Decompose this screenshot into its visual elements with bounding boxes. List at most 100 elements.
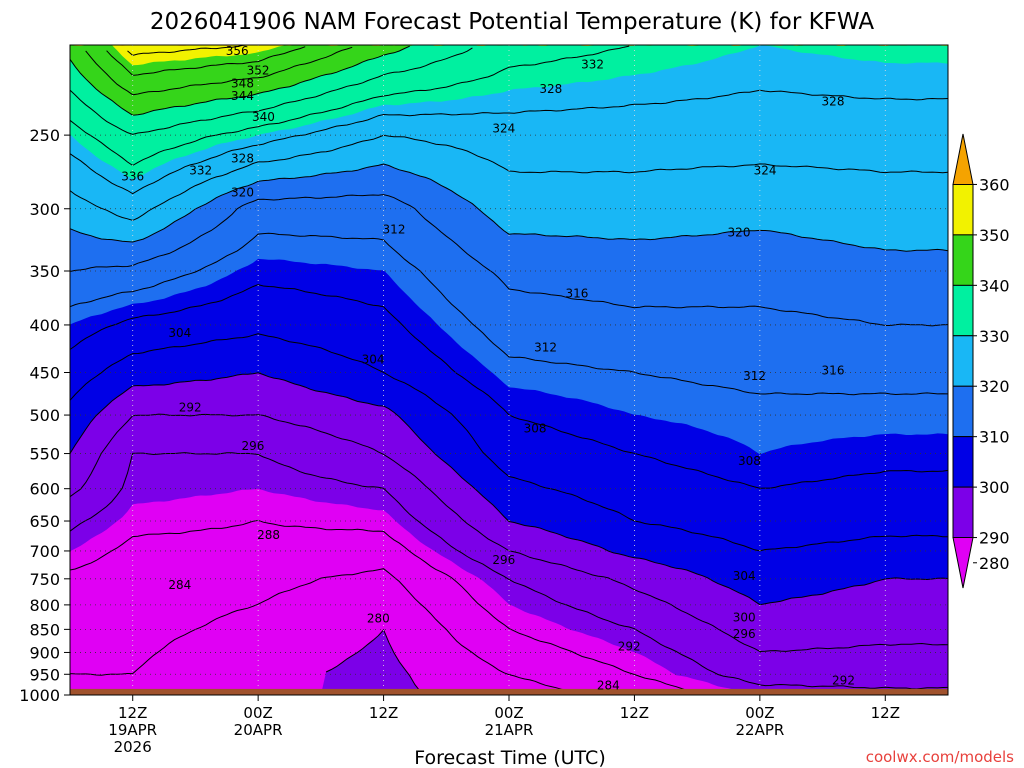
pressure-tick-label: 700 bbox=[29, 542, 60, 561]
contour-label: 296 bbox=[492, 553, 515, 567]
contour-label: 332 bbox=[189, 164, 212, 178]
terrain-below-ground bbox=[70, 688, 948, 695]
contour-label: 308 bbox=[524, 422, 547, 436]
x-axis-label: Forecast Time (UTC) bbox=[414, 747, 605, 768]
contour-280 bbox=[325, 628, 421, 692]
contour-label: 316 bbox=[565, 287, 588, 301]
colorbar-swatch-290 bbox=[952, 486, 974, 539]
contour-label: 312 bbox=[383, 223, 406, 237]
colorbar-label: 280 bbox=[979, 554, 1010, 573]
colorbar-label: 320 bbox=[979, 377, 1010, 396]
colorbar-swatch-360 bbox=[952, 133, 974, 185]
contour-300 bbox=[69, 372, 949, 606]
contour-label: 336 bbox=[121, 170, 144, 184]
colorbar-swatch-350 bbox=[952, 183, 974, 236]
colorbar-label: 360 bbox=[979, 175, 1010, 194]
pressure-tick-label: 900 bbox=[29, 643, 60, 662]
contour-label: 308 bbox=[738, 454, 761, 468]
contour-316 bbox=[69, 194, 949, 327]
contour-label: 280 bbox=[367, 611, 390, 625]
colorbar-swatch-300 bbox=[952, 436, 974, 488]
colorbar-swatch-330 bbox=[952, 284, 974, 337]
colorbar-swatch-340 bbox=[952, 234, 974, 286]
contour-label: 292 bbox=[179, 401, 202, 415]
contour-label: 352 bbox=[247, 63, 270, 77]
time-tick-label: 12Z bbox=[871, 704, 900, 722]
contour-label: 328 bbox=[539, 82, 562, 96]
colorbar-label: 300 bbox=[979, 478, 1010, 497]
contour-label: 312 bbox=[534, 341, 557, 355]
pressure-tick-label: 950 bbox=[29, 665, 60, 684]
contour-label: 304 bbox=[733, 569, 756, 583]
contour-label: 296 bbox=[241, 439, 264, 453]
contour-308 bbox=[69, 284, 949, 489]
theta-band-340 bbox=[70, 45, 948, 116]
pressure-tick-label: 550 bbox=[29, 445, 60, 464]
contour-label: 324 bbox=[492, 122, 515, 136]
time-tick-label: 00Z bbox=[243, 704, 272, 722]
contour-336 bbox=[69, 47, 473, 135]
contour-label: 284 bbox=[597, 679, 620, 693]
pressure-tick-label: 250 bbox=[29, 126, 60, 145]
contour-label: 288 bbox=[257, 528, 280, 542]
time-tick-label: 00Z bbox=[494, 704, 523, 722]
contour-label: 320 bbox=[231, 185, 254, 199]
contour-label: 328 bbox=[231, 152, 254, 166]
time-tick-label: 22APR bbox=[735, 721, 784, 739]
colorbar-label: 330 bbox=[979, 327, 1010, 346]
time-tick-label: 20APR bbox=[234, 721, 283, 739]
pressure-tick-label: 500 bbox=[29, 406, 60, 425]
colorbar-swatch-320 bbox=[952, 335, 974, 387]
chart-title: 2026041906 NAM Forecast Potential Temper… bbox=[150, 9, 875, 35]
time-tick-label: 12Z bbox=[118, 704, 147, 722]
colorbar-label: 290 bbox=[979, 529, 1010, 548]
contour-label: 304 bbox=[168, 326, 191, 340]
pressure-tick-label: 450 bbox=[29, 364, 60, 383]
contour-label: 320 bbox=[728, 225, 751, 239]
pressure-tick-label: 650 bbox=[29, 512, 60, 531]
colorbar-swatch-280 bbox=[952, 537, 974, 589]
contour-304 bbox=[69, 333, 949, 552]
contour-label: 300 bbox=[733, 610, 756, 624]
colorbar-label: 340 bbox=[979, 276, 1010, 295]
contour-348 bbox=[106, 46, 306, 76]
pressure-tick-label: 600 bbox=[29, 480, 60, 499]
theta-band-350 bbox=[70, 45, 948, 66]
contour-label: 328 bbox=[822, 94, 845, 108]
colorbar-label: 310 bbox=[979, 428, 1010, 447]
contour-label: 292 bbox=[618, 640, 641, 654]
time-tick-label: 2026 bbox=[114, 738, 152, 756]
time-tick-label: 19APR bbox=[108, 721, 157, 739]
contour-label: 316 bbox=[822, 364, 845, 378]
pressure-tick-label: 800 bbox=[29, 596, 60, 615]
pressure-tick-label: 350 bbox=[29, 262, 60, 281]
contour-312 bbox=[69, 232, 949, 396]
colorbar-swatch-310 bbox=[952, 385, 974, 438]
contour-label: 284 bbox=[168, 578, 191, 592]
grid-lines bbox=[70, 45, 948, 696]
credit-text: coolwx.com/models bbox=[866, 748, 1014, 766]
contour-352 bbox=[127, 44, 248, 56]
contour-332 bbox=[69, 45, 630, 166]
contour-label: 348 bbox=[231, 77, 254, 91]
pressure-tick-label: 400 bbox=[29, 316, 60, 335]
pressure-tick-label: 750 bbox=[29, 570, 60, 589]
pressure-tick-label: 300 bbox=[29, 200, 60, 219]
contour-label: 292 bbox=[832, 674, 855, 688]
pressure-axis: 250 300 350 400 450 500 550 600 650 700 750 800 850 9… bbox=[19, 126, 70, 705]
contour-label: 324 bbox=[754, 164, 777, 178]
contour-288 bbox=[69, 519, 708, 695]
contour-292 bbox=[69, 452, 949, 690]
theta-contour-lines bbox=[69, 44, 949, 695]
pressure-tick-label: 850 bbox=[29, 620, 60, 639]
contour-label: 312 bbox=[743, 369, 766, 383]
contour-label: 340 bbox=[252, 110, 275, 124]
contour-328 bbox=[69, 89, 949, 195]
time-tick-label: 12Z bbox=[369, 704, 398, 722]
pressure-tick-label: 1000 bbox=[19, 686, 60, 705]
contour-label: 344 bbox=[231, 89, 254, 103]
time-tick-label: 00Z bbox=[745, 704, 774, 722]
